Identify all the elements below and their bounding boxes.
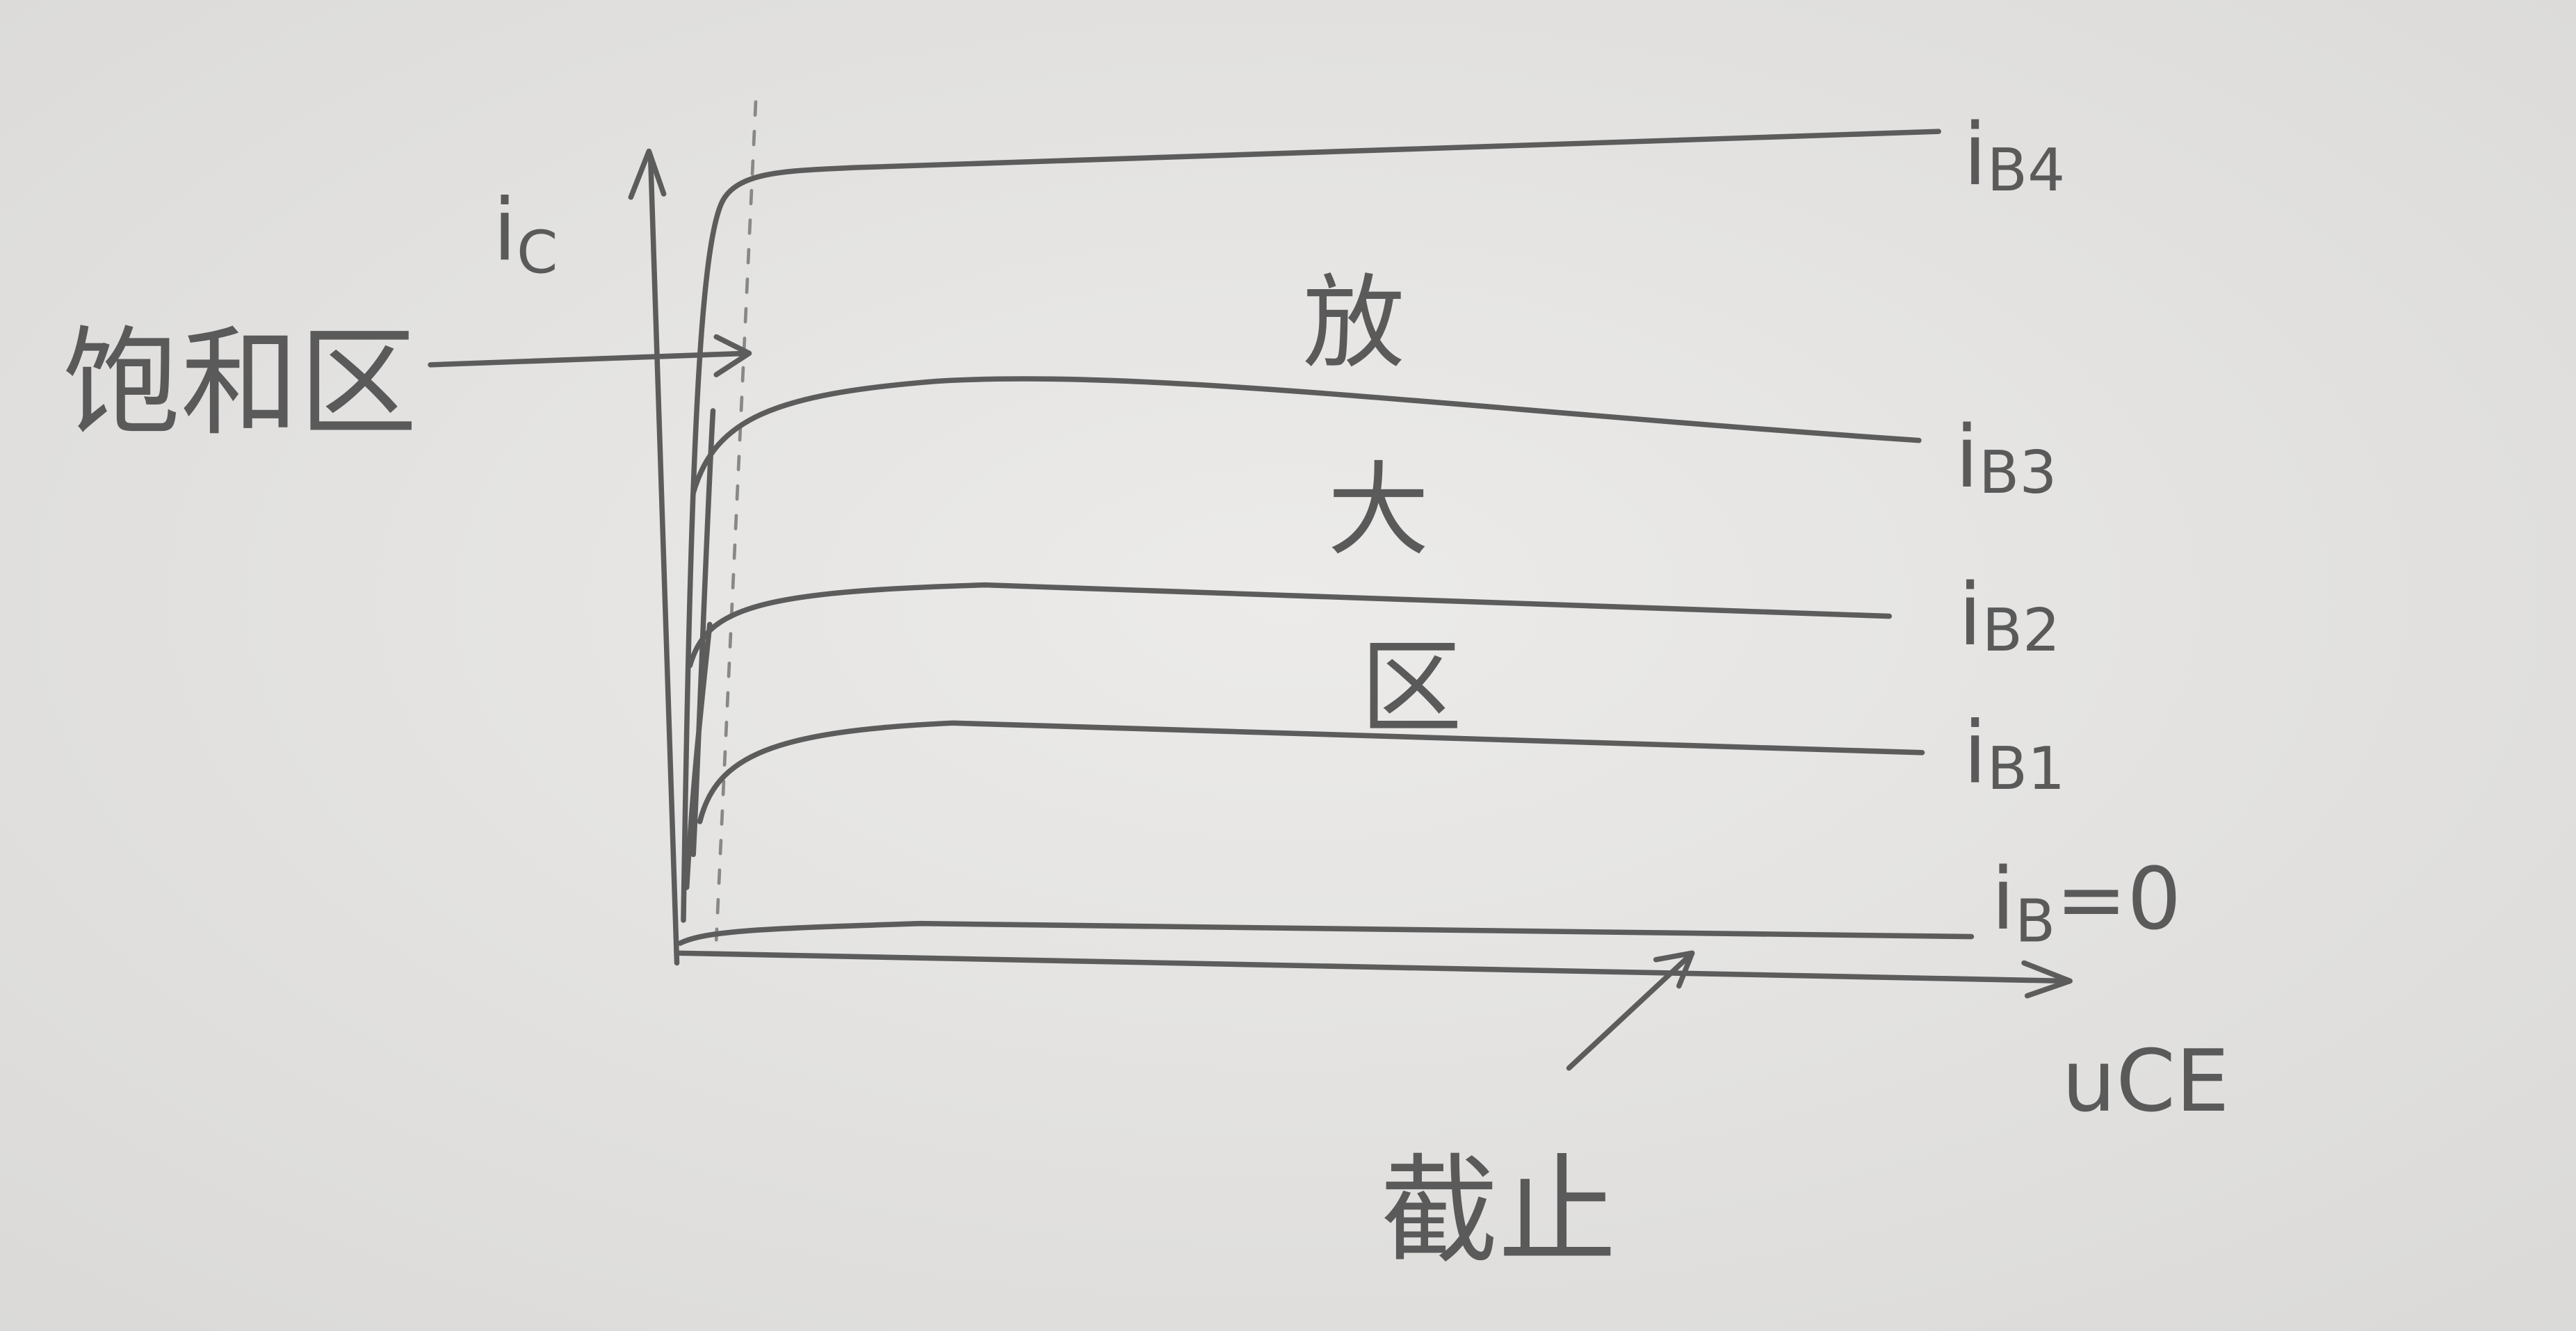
curve-label: iB4 [1963,105,2066,205]
cutoff-arrow [1566,950,1695,1071]
saturation-arrow [428,334,752,377]
curve-ib1 [697,720,1925,824]
saturation-boundary [714,100,758,942]
curve-ib2 [687,582,1893,669]
curve-label: iB3 [1955,407,2057,507]
curve-ib4 [681,129,1941,923]
symbol: i [1963,703,1987,802]
symbol: u [2061,1031,2116,1131]
amplification-label: 大 [1327,451,1429,570]
curve-ib3 [690,376,1922,496]
symbol: i [1991,849,2015,949]
x-axis-label: uCE [2061,1031,2229,1131]
subscript: CE [2116,1031,2229,1131]
cutoff-label: 截止 [1380,1143,1617,1280]
symbol: i [1963,105,1987,204]
symbol: i [1955,407,1979,507]
subscript: B2 [1982,596,2060,665]
y-axis-arrow [628,148,667,200]
subscript: B1 [1987,735,2065,803]
symbol: i [493,181,517,280]
x-axis [674,950,2070,984]
subscript: B3 [1979,439,2057,507]
subscript: C [517,218,558,287]
y-axis [647,155,680,966]
amplification-label: 放 [1303,263,1404,382]
curve-label: iB2 [1959,565,2061,665]
subscript: B4 [1987,136,2065,205]
symbol: i [1959,565,1982,664]
curve-label: iB1 [1963,703,2066,803]
amplification-label: 区 [1360,628,1461,747]
saturation-label: 饱和区 [63,315,417,452]
subscript: B [2015,888,2055,956]
suffix: =0 [2055,849,2181,949]
curve-ib0 [677,920,1975,946]
x-axis-arrow [2021,960,2073,999]
curve-label: iB=0 [1991,849,2182,956]
curve-rise [683,408,716,890]
y-axis-label: iC [493,181,558,288]
